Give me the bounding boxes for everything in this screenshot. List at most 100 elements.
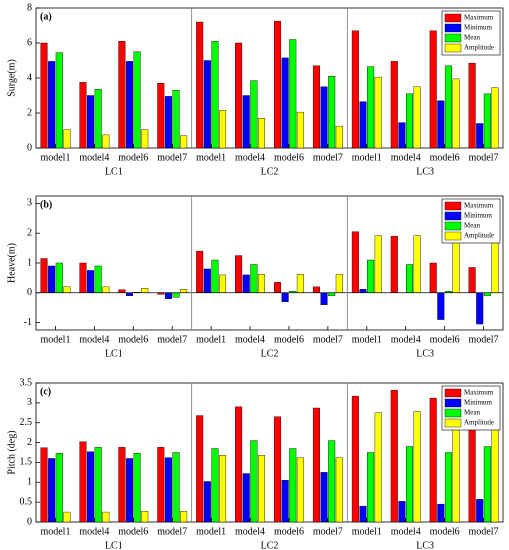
legend-swatch bbox=[444, 201, 462, 211]
x-tick-label: model7 bbox=[157, 152, 187, 163]
legend-swatch bbox=[444, 231, 462, 241]
bar bbox=[48, 61, 56, 149]
bar bbox=[437, 503, 445, 523]
bar bbox=[102, 134, 110, 149]
x-tick-label: model7 bbox=[469, 526, 499, 537]
y-tick-label: 2 bbox=[27, 228, 32, 239]
panel: 0 0.5 1 1.5 2 2.5 3 3.5 model1 model4 model6 model7… bbox=[6, 377, 504, 550]
bar bbox=[437, 100, 445, 149]
bar bbox=[172, 452, 180, 523]
y-tick-label: 4 bbox=[27, 72, 32, 83]
x-tick-label: model7 bbox=[157, 526, 187, 537]
x-tick-label: model6 bbox=[118, 526, 148, 537]
bar bbox=[180, 511, 188, 523]
bar bbox=[398, 122, 406, 149]
y-tick-label: 1.5 bbox=[20, 457, 33, 468]
legend-label: Amplitude bbox=[464, 44, 494, 52]
group-label: LC2 bbox=[261, 348, 279, 359]
x-tick-label: model1 bbox=[196, 526, 226, 537]
legend-swatch bbox=[444, 418, 462, 428]
bar bbox=[281, 480, 289, 523]
bar bbox=[281, 57, 289, 149]
bar bbox=[242, 274, 250, 293]
legend-label: Minimum bbox=[464, 24, 493, 32]
bar bbox=[476, 499, 484, 523]
x-tick-label: model4 bbox=[391, 526, 421, 537]
bar bbox=[40, 258, 48, 293]
x-tick-label: model7 bbox=[157, 334, 187, 345]
bar bbox=[296, 457, 304, 523]
y-tick-label: 8 bbox=[27, 2, 32, 13]
bar bbox=[328, 440, 336, 523]
legend-label: Amplitude bbox=[464, 419, 494, 427]
bar bbox=[235, 406, 243, 523]
legend-swatch bbox=[444, 23, 462, 33]
group-label: LC2 bbox=[261, 540, 279, 550]
bar bbox=[141, 129, 149, 149]
y-axis-label: Heave(m) bbox=[6, 243, 17, 283]
bar bbox=[413, 411, 421, 523]
bar bbox=[164, 457, 172, 523]
y-axis-label: Pitch (deg) bbox=[6, 430, 17, 474]
bar bbox=[491, 235, 499, 293]
bar bbox=[374, 76, 382, 149]
bar bbox=[102, 286, 110, 293]
bar bbox=[63, 511, 71, 523]
bar bbox=[79, 441, 87, 523]
x-tick-label: model1 bbox=[352, 526, 382, 537]
x-tick-label: model4 bbox=[79, 526, 109, 537]
bar bbox=[203, 481, 211, 523]
bar bbox=[87, 270, 95, 293]
bar bbox=[164, 292, 172, 299]
panel-label: (a) bbox=[40, 11, 52, 22]
bar bbox=[491, 87, 499, 149]
legend-swatch bbox=[444, 221, 462, 231]
panel-label: (c) bbox=[40, 386, 51, 397]
x-tick-label: model1 bbox=[196, 152, 226, 163]
legend: Maximum Minimum Mean Amplitude bbox=[441, 10, 501, 56]
bar bbox=[429, 262, 437, 293]
legend-swatch bbox=[444, 398, 462, 408]
bar bbox=[257, 118, 265, 149]
bar bbox=[452, 78, 460, 149]
bar bbox=[40, 42, 48, 149]
legend-label: Mean bbox=[464, 34, 480, 42]
bar bbox=[483, 292, 491, 296]
bar bbox=[118, 41, 126, 149]
group-label: LC3 bbox=[416, 166, 434, 177]
group-label: LC3 bbox=[416, 348, 434, 359]
bar bbox=[79, 82, 87, 149]
bar bbox=[413, 86, 421, 149]
x-tick-label: model1 bbox=[40, 334, 70, 345]
x-tick-label: model7 bbox=[469, 152, 499, 163]
bar bbox=[289, 39, 297, 149]
legend-label: Maximum bbox=[464, 202, 494, 210]
bar bbox=[164, 96, 172, 149]
x-tick-label: model6 bbox=[430, 334, 460, 345]
bar bbox=[359, 289, 367, 293]
bar bbox=[312, 407, 320, 523]
x-tick-label: model4 bbox=[391, 152, 421, 163]
bar bbox=[406, 93, 414, 149]
bar bbox=[398, 501, 406, 523]
bar bbox=[141, 511, 149, 523]
legend-swatch bbox=[444, 33, 462, 43]
bar bbox=[219, 455, 227, 523]
x-tick-label: model1 bbox=[40, 526, 70, 537]
x-tick-label: model1 bbox=[352, 334, 382, 345]
bar bbox=[335, 274, 343, 293]
bar bbox=[374, 412, 382, 523]
y-tick-label: 0 bbox=[27, 516, 32, 527]
bar bbox=[367, 66, 375, 149]
legend-swatch bbox=[444, 211, 462, 221]
bar bbox=[48, 458, 56, 523]
y-tick-label: 3 bbox=[27, 397, 32, 408]
x-tick-label: model7 bbox=[469, 334, 499, 345]
x-tick-label: model7 bbox=[313, 334, 343, 345]
bar bbox=[125, 61, 133, 149]
legend: Maximum Minimum Mean Amplitude bbox=[441, 385, 501, 431]
x-tick-label: model4 bbox=[79, 152, 109, 163]
bar bbox=[219, 110, 227, 149]
bar bbox=[312, 65, 320, 149]
